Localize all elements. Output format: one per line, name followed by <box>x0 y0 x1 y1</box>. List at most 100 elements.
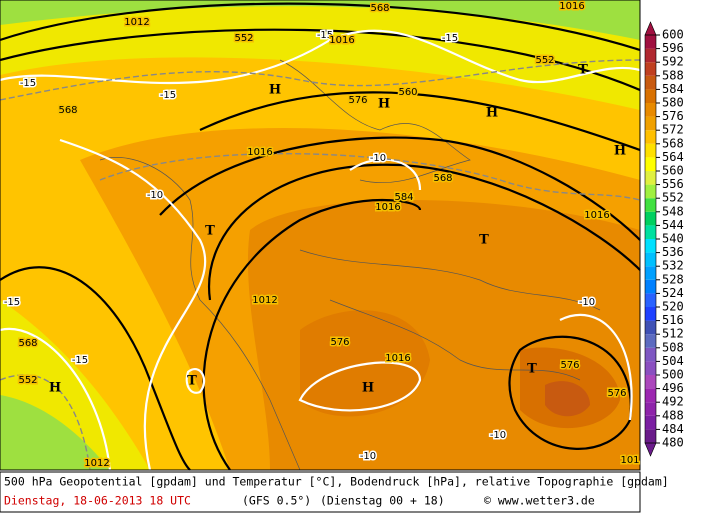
contour-label: -15 <box>4 297 20 308</box>
isobar <box>199 91 641 152</box>
colorbar-band <box>645 252 656 267</box>
colorbar-label: 484 <box>662 422 684 436</box>
colorbar-label: 508 <box>662 340 684 354</box>
colorbar-label: 576 <box>662 109 684 123</box>
contour-label: 101 <box>620 455 639 466</box>
colorbar-label: 536 <box>662 245 684 259</box>
contour-label: 1012 <box>124 17 149 28</box>
colorbar-band <box>645 198 656 212</box>
contour-label: 568 <box>370 3 389 14</box>
contour-label: 576 <box>348 95 367 106</box>
colorbar-label: 524 <box>662 286 684 300</box>
colorbar-label: 596 <box>662 41 684 55</box>
colorbar-label: 504 <box>662 354 684 368</box>
colorbar-band <box>645 48 656 63</box>
colorbar-label: 516 <box>662 313 684 327</box>
colorbar-band <box>645 89 656 103</box>
contour-label: -15 <box>20 78 36 89</box>
pressure-center: T <box>205 224 215 239</box>
contour-label: 560 <box>398 87 417 98</box>
colorbar-label: 564 <box>662 150 684 164</box>
colorbar-band <box>645 415 656 430</box>
contour-label: -10 <box>579 297 595 308</box>
border <box>329 299 581 381</box>
colorbar-band <box>645 184 656 199</box>
pressure-center: H <box>362 381 374 396</box>
colorbar-band <box>645 307 656 321</box>
colorbar-band <box>645 211 656 226</box>
contour-label: -15 <box>317 30 333 41</box>
contour-label: 1016 <box>559 1 584 12</box>
footer-description: 500 hPa Geopotential [gpdam] und Tempera… <box>4 475 669 489</box>
isobar <box>508 335 632 450</box>
pressure-center: T <box>578 63 588 78</box>
footer-box <box>0 471 641 513</box>
colorbar-band <box>645 402 656 416</box>
isotherm <box>298 361 422 412</box>
colorbar-arrow-top <box>644 21 657 36</box>
colorbar-band <box>645 130 656 144</box>
contour-label: -15 <box>72 355 88 366</box>
colorbar-band <box>645 35 656 49</box>
colorbar-label: 480 <box>662 436 684 450</box>
colorbar-label: 552 <box>662 191 684 205</box>
contour-label: -15 <box>442 33 458 44</box>
contour-label: 576 <box>607 388 626 399</box>
contour-label: -10 <box>147 190 163 201</box>
contour-label: 1016 <box>584 210 609 221</box>
relative-topography <box>99 152 641 201</box>
isobar <box>0 266 191 471</box>
colorbar-band <box>645 239 656 253</box>
colorbar-label: 496 <box>662 381 684 395</box>
colorbar-label: 540 <box>662 232 684 246</box>
colorbar-label: 544 <box>662 218 684 232</box>
map-area <box>0 0 641 471</box>
contour-label: 1016 <box>375 202 400 213</box>
colorbar-arrow-bottom <box>644 442 657 457</box>
pressure-center: H <box>614 144 626 159</box>
colorbar-label: 556 <box>662 177 684 191</box>
colorbar-label: 548 <box>662 204 684 218</box>
topography-contours <box>0 59 641 471</box>
contour-label: 552 <box>234 33 253 44</box>
colorbar-band <box>645 293 656 307</box>
darkest-region <box>545 381 590 417</box>
footer-date: Dienstag, 18-06-2013 18 UTC <box>4 494 191 508</box>
contour-label: 1016 <box>329 35 354 46</box>
colorbar-label: 488 <box>662 408 684 422</box>
contour-label: 576 <box>560 360 579 371</box>
pressure-center: H <box>269 83 281 98</box>
contour-label: 1012 <box>84 458 109 469</box>
isobar <box>0 28 641 92</box>
colorbar-band <box>645 171 656 185</box>
colorbar-label: 500 <box>662 368 684 382</box>
isobar <box>159 136 641 241</box>
colorbar-band <box>645 320 656 335</box>
isotherm <box>559 313 633 421</box>
contour-label: -10 <box>360 451 376 462</box>
pressure-contours <box>0 2 641 471</box>
pressure-center: T <box>527 362 537 377</box>
footer-copyright: © www.wetter3.de <box>484 494 595 508</box>
colorbar-band <box>645 75 656 90</box>
colorbar-band <box>645 347 656 362</box>
colorbar-band <box>645 429 656 443</box>
colorbar-label: 588 <box>662 68 684 82</box>
colorbar-label: 572 <box>662 123 684 137</box>
contour-label: 576 <box>330 337 349 348</box>
pressure-center: H <box>378 97 390 112</box>
relative-topography <box>0 374 91 471</box>
colorbar-label: 512 <box>662 327 684 341</box>
pressure-center: H <box>49 381 61 396</box>
colorbar-label: 592 <box>662 55 684 69</box>
isobar <box>0 2 641 52</box>
colorbar-label: 532 <box>662 259 684 273</box>
colorbar-band <box>645 388 656 403</box>
colorbar-band <box>645 225 656 239</box>
isobar <box>207 163 641 301</box>
pressure-center: T <box>187 374 197 389</box>
contour-label: 568 <box>58 105 77 116</box>
